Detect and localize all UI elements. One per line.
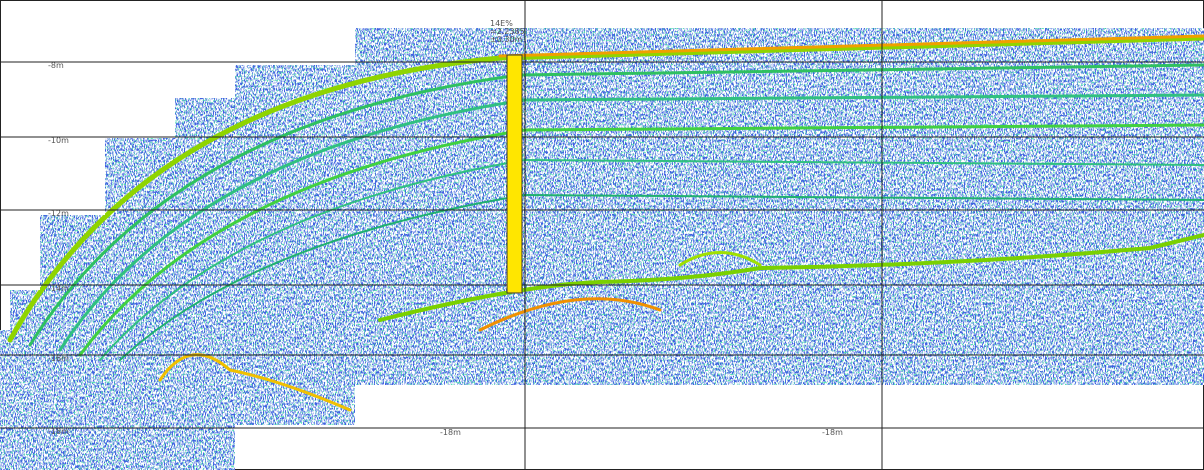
depth-label: -8m: [48, 61, 64, 70]
depth-label: -14m: [48, 284, 69, 293]
depth-label: -12m: [48, 209, 69, 218]
depth-label: -16m: [48, 354, 69, 363]
depth-label: -18m: [48, 427, 69, 436]
depth-label: -18m: [822, 428, 843, 437]
selection-marker[interactable]: [506, 54, 523, 294]
labels: -8m -10m -12m -14m -16m -18m -18m -18m 14E%=2.23…: [48, 19, 843, 437]
marker-label: ±0.30m: [490, 35, 523, 44]
marker-label: 14E%: [490, 19, 513, 28]
depth-label: -10m: [48, 136, 69, 145]
depth-label: -18m: [440, 428, 461, 437]
marker-label: =2.2385: [490, 27, 525, 36]
